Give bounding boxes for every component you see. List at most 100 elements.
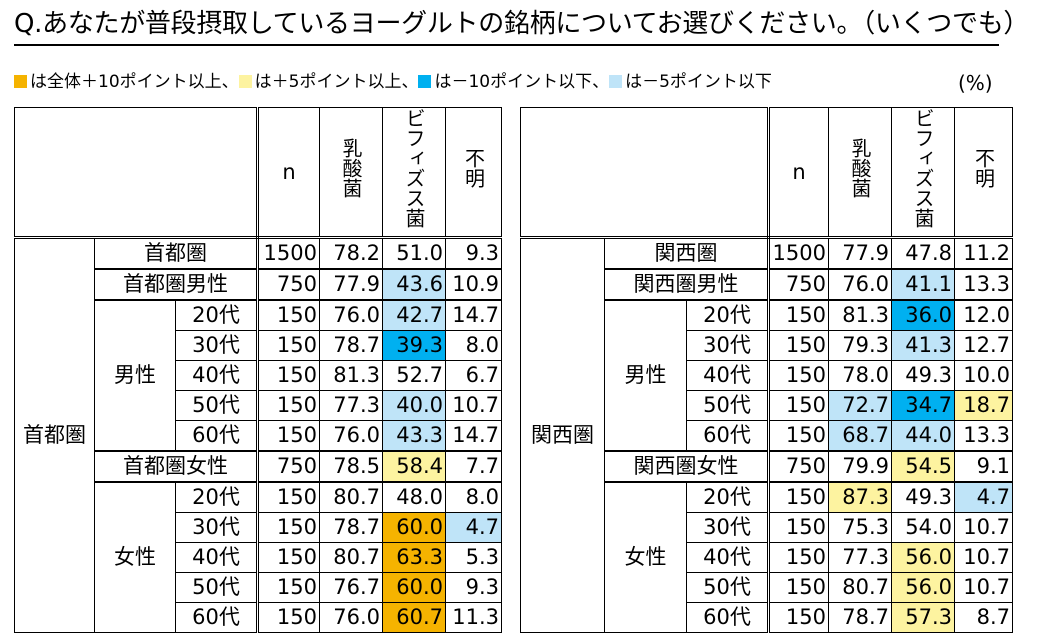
total-label: 関西圏 [604,237,770,270]
cell-n: 150 [768,420,829,452]
cell-unknown: 9.1 [954,450,1013,483]
table-row-total: 首都圏 首都圏 1500 78.2 51.0 9.3 [14,237,502,633]
cell-lactic: 68.7 [828,420,892,452]
table-row: 30代 150 78.7 60.0 4.7 [15,512,502,543]
table-row: 60代 150 76.0 60.7 11.3 [15,602,502,633]
age-label: 60代 [175,602,259,633]
cell-unknown: 9.3 [445,237,502,270]
header-row: n 乳酸菌 ビフィズス菌 不明 [520,107,1013,239]
header-n: n [257,107,320,239]
cell-lactic: 81.3 [828,299,892,331]
age-label: 40代 [686,542,770,573]
cell-lactic: 77.9 [319,268,383,301]
cell-lactic: 78.2 [319,237,383,270]
cell-lactic: 78.5 [319,450,383,483]
table-shutoken: n 乳酸菌 ビフィズス菌 不明 首都圏 首都圏 1500 78.2 51.0 9.3 首都圏男性 75… [14,107,502,633]
title-underline [14,44,999,46]
header-unknown: 不明 [445,107,502,239]
age-label: 20代 [686,299,770,331]
header-lactic-label: 乳酸菌 [339,138,363,198]
male-group-label: 男性 [604,299,687,452]
age-label: 30代 [175,330,259,361]
cell-lactic: 72.7 [828,390,892,421]
cell-bifidus: 63.3 [382,542,446,573]
cell-lactic: 80.7 [319,542,383,573]
table-row: 男性 20代 150 81.3 36.0 12.0 [521,299,1013,452]
cell-unknown: 14.7 [445,299,502,331]
header-bifidus-label: ビフィズス菌 [402,108,426,229]
cell-unknown: 11.2 [954,237,1013,270]
unit-label: (%) [958,71,993,95]
cell-lactic: 75.3 [828,512,892,543]
cell-bifidus: 43.3 [382,420,446,452]
cell-bifidus: 47.8 [891,237,955,270]
cell-n: 750 [257,450,320,483]
age-label: 30代 [175,512,259,543]
cell-bifidus: 39.3 [382,330,446,361]
cell-n: 150 [768,602,829,633]
cell-unknown: 10.7 [954,572,1013,603]
region-label: 関西圏 [520,237,605,633]
header-n-label: n [282,159,296,184]
cell-n: 150 [257,330,320,361]
header-corner [14,107,259,239]
cell-bifidus: 60.7 [382,602,446,633]
cell-bifidus: 49.3 [891,360,955,391]
cell-bifidus: 43.6 [382,268,446,301]
cell-unknown: 10.9 [445,268,502,301]
age-label: 50代 [686,390,770,421]
cell-lactic: 81.3 [319,360,383,391]
cell-n: 1500 [257,237,320,270]
cell-n: 1500 [768,237,829,270]
legend-item-plus5: は＋5ポイント以上、 [238,72,418,92]
cell-lactic: 76.0 [319,420,383,452]
header-bifidus-label: ビフィズス菌 [911,108,935,229]
legend-swatch-lightblue [609,75,623,88]
cell-unknown: 4.7 [445,512,502,543]
header-corner [520,107,770,239]
cell-unknown: 8.0 [445,330,502,361]
cell-unknown: 9.3 [445,572,502,603]
cell-bifidus: 40.0 [382,390,446,421]
cell-lactic: 77.3 [319,390,383,421]
age-label: 50代 [175,390,259,421]
cell-n: 150 [257,481,320,513]
header-lactic: 乳酸菌 [319,107,383,239]
cell-n: 150 [768,360,829,391]
question-title: Q.あなたが普段摂取しているヨーグルトの銘柄についてお選びください。（いくつでも… [14,9,1030,39]
header-n: n [768,107,829,239]
table-row: 60代 150 78.7 57.3 8.7 [521,602,1013,633]
cell-n: 750 [768,450,829,483]
legend-swatch-yellow [238,75,252,88]
cell-lactic: 76.0 [828,268,892,301]
male-group-label: 男性 [94,299,176,452]
age-label: 20代 [686,481,770,513]
cell-unknown: 5.3 [445,542,502,573]
age-label: 20代 [175,481,259,513]
table-row: 男性 20代 150 76.0 42.7 14.7 [15,299,502,452]
cell-bifidus: 36.0 [891,299,955,331]
header-unknown-label: 不明 [461,148,486,188]
header-unknown: 不明 [954,107,1013,239]
header-bifidus: ビフィズス菌 [382,107,446,239]
table-row: 40代 150 80.7 63.3 5.3 [15,542,502,573]
age-label: 50代 [175,572,259,603]
age-label: 60代 [686,602,770,633]
cell-bifidus: 58.4 [382,450,446,483]
cell-lactic: 78.7 [828,602,892,633]
female-group-label: 女性 [604,481,687,633]
female-total-label: 関西圏女性 [604,450,770,483]
table-row-female-total: 首都圏女性 750 78.5 58.4 7.7 [15,450,502,483]
cell-bifidus: 41.1 [891,268,955,301]
region-label: 首都圏 [14,237,95,633]
cell-lactic: 78.0 [828,360,892,391]
cell-n: 150 [257,602,320,633]
cell-unknown: 8.7 [954,602,1013,633]
cell-bifidus: 56.0 [891,542,955,573]
cell-bifidus: 52.7 [382,360,446,391]
cell-bifidus: 54.0 [891,512,955,543]
header-lactic: 乳酸菌 [828,107,892,239]
age-label: 20代 [175,299,259,331]
cell-unknown: 12.0 [954,299,1013,331]
age-label: 60代 [175,420,259,452]
